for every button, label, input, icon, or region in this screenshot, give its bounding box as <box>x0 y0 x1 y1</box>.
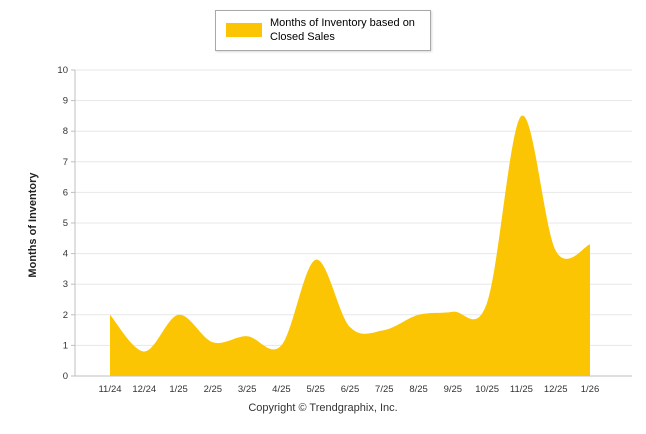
y-tick-label: 3 <box>63 279 68 290</box>
legend-swatch-area <box>226 23 262 38</box>
x-tick-label: 4/25 <box>272 384 291 395</box>
x-tick-label: 11/25 <box>510 384 533 395</box>
y-tick-label: 5 <box>63 218 68 229</box>
legend-label: Months of Inventory based on Closed Sale… <box>270 17 415 44</box>
legend: Months of Inventory based on Closed Sale… <box>215 10 431 51</box>
x-tick-label: 10/25 <box>475 384 499 395</box>
x-tick-label: 2/25 <box>204 384 223 395</box>
y-tick-label: 8 <box>63 126 68 137</box>
y-tick-label: 2 <box>63 310 68 321</box>
x-tick-label: 12/25 <box>544 384 568 395</box>
x-tick-label: 12/24 <box>132 384 156 395</box>
area-series <box>110 115 590 376</box>
copyright-text: Copyright © Trendgraphix, Inc. <box>248 402 398 414</box>
y-tick-label: 7 <box>63 157 68 168</box>
x-tick-label: 9/25 <box>444 384 463 395</box>
y-tick-label: 10 <box>57 65 68 76</box>
y-tick-label: 9 <box>63 96 68 107</box>
chart-svg: 0 1 2 3 4 5 6 7 8 9 10 11/24 12/24 1/25 2/25 3/25 4/25 5/… <box>57 65 632 395</box>
y-tick-label: 6 <box>63 187 68 198</box>
x-tick-label: 7/25 <box>375 384 394 395</box>
x-tick-label: 5/25 <box>306 384 325 395</box>
x-tick-label: 3/25 <box>238 384 257 395</box>
x-tick-label: 11/24 <box>98 384 121 395</box>
y-tick-label: 0 <box>63 371 68 382</box>
x-tick-label: 6/25 <box>341 384 360 395</box>
y-tick-label: 4 <box>63 249 68 260</box>
x-tick-label: 1/26 <box>581 384 600 395</box>
x-tick-label: 1/25 <box>169 384 188 395</box>
y-tick-label: 1 <box>63 340 68 351</box>
x-tick-label: 8/25 <box>409 384 428 395</box>
